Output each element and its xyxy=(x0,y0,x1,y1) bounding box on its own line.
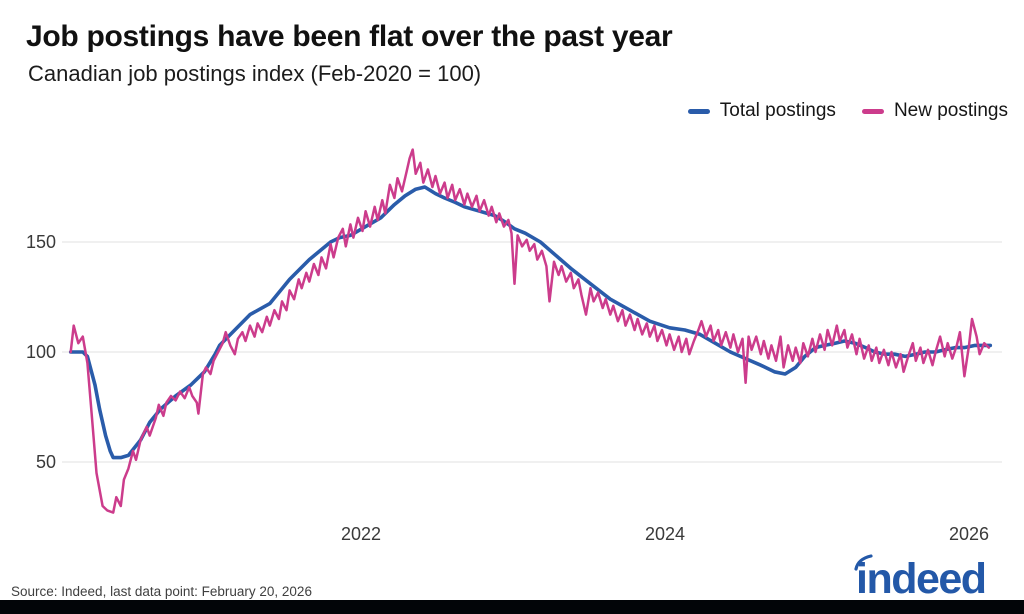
bottom-brand-bar xyxy=(0,600,1024,614)
x-tick-label-2022: 2022 xyxy=(341,524,381,544)
legend-label-new-postings: New postings xyxy=(893,100,1008,121)
indeed-logo-text: indeed xyxy=(856,555,986,598)
indeed-logo: indeed xyxy=(854,554,987,598)
chart-title: Job postings have been flat over the pas… xyxy=(26,20,673,53)
total-postings-line xyxy=(68,185,993,460)
legend-label-total-postings: Total postings xyxy=(719,100,836,121)
new-postings-line-marker-icon xyxy=(861,108,884,114)
legend-item-new-postings: New postings xyxy=(861,100,1008,122)
new-postings-line xyxy=(69,148,991,514)
x-tick-label-2026: 2026 xyxy=(949,524,989,544)
total-postings-line-marker-icon xyxy=(687,108,710,114)
y-tick-label-150: 150 xyxy=(26,232,56,252)
y-tick-label-50: 50 xyxy=(36,452,56,472)
legend-item-total-postings: Total postings xyxy=(687,100,836,122)
source-note: Source: Indeed, last data point: Februar… xyxy=(11,584,312,599)
y-tick-label-100: 100 xyxy=(26,342,56,362)
chart-subtitle: Canadian job postings index (Feb-2020 = … xyxy=(28,61,482,86)
legend: Total postings New postings xyxy=(687,100,1008,122)
indeed-logo-swoosh-icon xyxy=(854,554,873,571)
x-tick-label-2024: 2024 xyxy=(645,524,685,544)
